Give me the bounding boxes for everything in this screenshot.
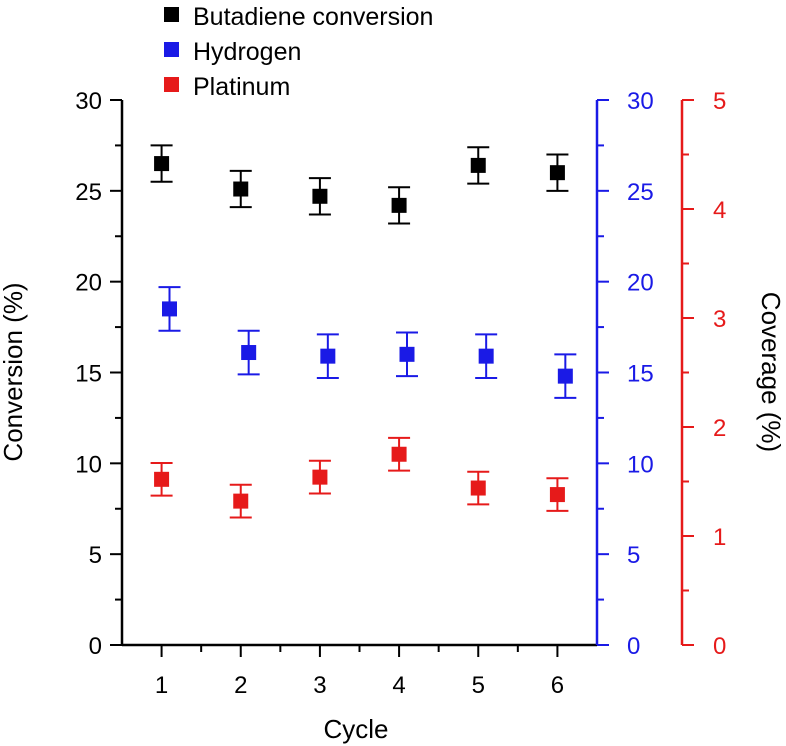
- legend-item-hydrogen: Hydrogen: [164, 38, 301, 66]
- right-blue-tick-label: 5: [627, 542, 640, 569]
- right-red-tick-label: 1: [713, 524, 726, 551]
- right-red-tick-label: 5: [713, 88, 726, 115]
- hydrogen-data-point: [162, 301, 177, 317]
- platinum-data-point: [391, 446, 407, 462]
- butadiene-data-point: [233, 181, 249, 197]
- right-blue-tick-label: 30: [627, 88, 654, 115]
- hydrogen-data-point: [557, 368, 573, 384]
- x-tick-label: 4: [392, 672, 405, 699]
- left-tick-label: 15: [75, 361, 102, 388]
- x-tick-label: 2: [234, 672, 247, 699]
- right-red-tick-label: 0: [713, 633, 726, 660]
- butadiene-data-point: [549, 165, 565, 181]
- right-blue-tick-label: 20: [627, 270, 654, 297]
- platinum-data-point: [549, 487, 565, 503]
- hydrogen-data-point: [241, 345, 257, 361]
- butadiene-data-point: [154, 156, 170, 172]
- left-tick-label: 25: [75, 179, 102, 206]
- right-red-tick-label: 3: [713, 306, 726, 333]
- y-axis-title-right: Coverage (%): [756, 292, 786, 452]
- legend-marker-butadiene: [164, 7, 179, 22]
- legend-label-platinum: Platinum: [193, 73, 290, 101]
- platinum-data-point: [233, 493, 249, 509]
- x-tick-label: 5: [472, 672, 485, 699]
- x-axis-title: Cycle: [323, 714, 388, 744]
- platinum-data-point: [312, 469, 328, 485]
- platinum-data-point: [470, 480, 486, 496]
- platinum-data-point: [154, 471, 170, 487]
- left-tick-label: 30: [75, 88, 102, 115]
- right-blue-tick-label: 25: [627, 179, 654, 206]
- hydrogen-data-point: [399, 346, 415, 362]
- butadiene-data-point: [470, 157, 486, 173]
- legend-item-butadiene: Butadiene conversion: [164, 3, 433, 31]
- ticks-layer: 1 2 3 4 5 6 0 5 10 15 20 25 30 0 5 10 15 20 25 30 0 1 2 3 4 5: [75, 88, 726, 699]
- legend-label-butadiene: Butadiene conversion: [193, 3, 433, 31]
- legend: Butadiene conversion Hydrogen Platinum: [164, 3, 433, 101]
- x-tick-label: 6: [551, 672, 564, 699]
- left-tick-label: 0: [89, 633, 102, 660]
- butadiene-data-point: [312, 188, 328, 204]
- legend-marker-hydrogen: [164, 42, 179, 57]
- x-tick-label: 1: [155, 672, 168, 699]
- x-tick-label: 3: [313, 672, 326, 699]
- right-blue-tick-label: 15: [627, 361, 654, 388]
- y-axis-title-left: Conversion (%): [0, 282, 28, 461]
- right-blue-tick-label: 0: [627, 633, 640, 660]
- left-tick-label: 10: [75, 451, 102, 478]
- data-layer: [150, 144, 577, 519]
- hydrogen-data-point: [320, 348, 336, 364]
- legend-item-platinum: Platinum: [164, 73, 290, 101]
- legend-marker-platinum: [164, 77, 179, 92]
- right-red-tick-label: 4: [713, 197, 726, 224]
- right-blue-tick-label: 10: [627, 451, 654, 478]
- right-red-tick-label: 2: [713, 415, 726, 442]
- left-tick-label: 5: [89, 542, 102, 569]
- legend-label-hydrogen: Hydrogen: [193, 38, 301, 66]
- butadiene-data-point: [391, 197, 407, 213]
- hydrogen-data-point: [478, 348, 494, 364]
- left-tick-label: 20: [75, 270, 102, 297]
